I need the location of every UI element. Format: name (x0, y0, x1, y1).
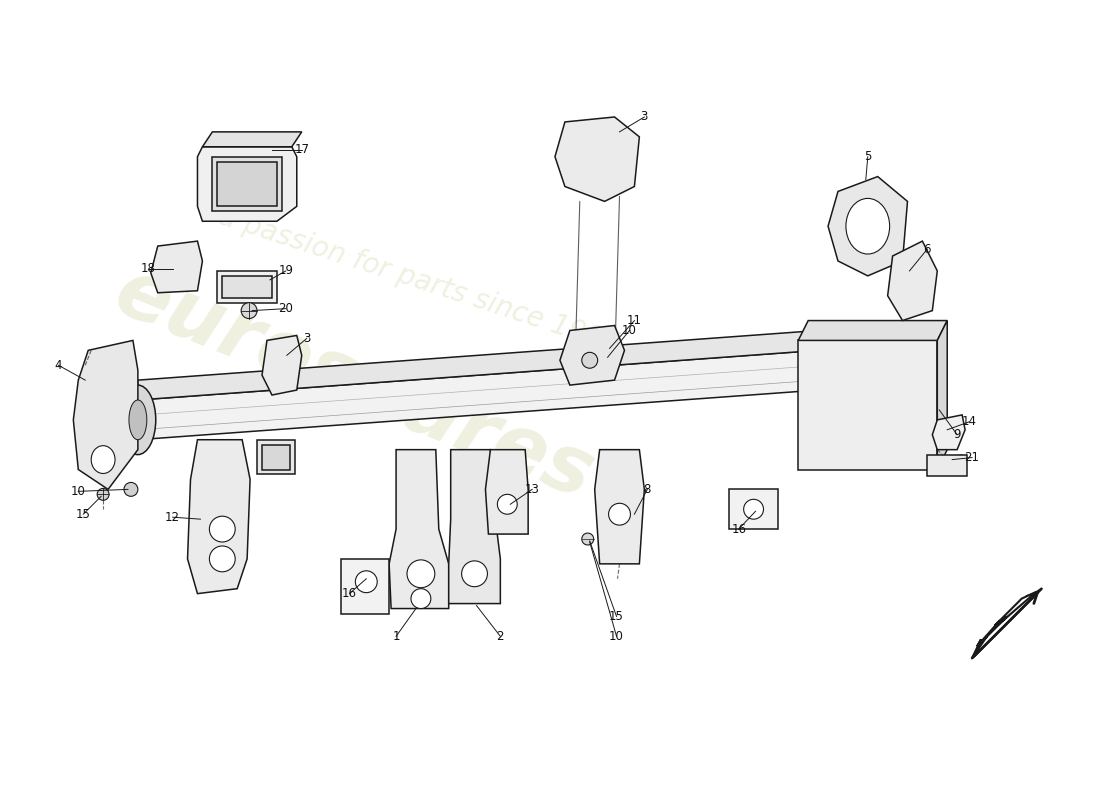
Text: 2: 2 (496, 630, 504, 643)
Text: 15: 15 (76, 508, 90, 521)
Text: 3: 3 (640, 110, 648, 123)
Polygon shape (74, 341, 138, 490)
Polygon shape (933, 415, 965, 450)
Ellipse shape (209, 546, 235, 572)
Bar (262, 445, 289, 470)
Polygon shape (888, 241, 937, 321)
Ellipse shape (411, 589, 431, 609)
Ellipse shape (744, 499, 763, 519)
Text: a passion for parts since 1985: a passion for parts since 1985 (214, 202, 623, 359)
Polygon shape (202, 132, 301, 146)
Ellipse shape (120, 385, 156, 454)
Polygon shape (972, 592, 1036, 658)
Ellipse shape (124, 482, 138, 496)
Text: 8: 8 (644, 483, 651, 496)
Ellipse shape (241, 302, 257, 318)
Polygon shape (138, 350, 818, 440)
Ellipse shape (497, 494, 517, 514)
Text: 21: 21 (965, 451, 979, 464)
Ellipse shape (846, 198, 890, 254)
Text: 3: 3 (302, 332, 310, 345)
Polygon shape (560, 326, 625, 385)
Text: 12: 12 (165, 510, 180, 524)
Text: 19: 19 (278, 265, 294, 278)
Ellipse shape (355, 571, 377, 593)
Ellipse shape (97, 488, 109, 500)
Polygon shape (389, 450, 449, 609)
Bar (728, 490, 779, 529)
Text: 11: 11 (627, 314, 642, 327)
Bar (799, 341, 937, 470)
Text: 9: 9 (954, 428, 961, 442)
Text: 16: 16 (732, 522, 746, 535)
Polygon shape (151, 241, 202, 293)
Ellipse shape (462, 561, 487, 586)
Bar (927, 454, 967, 477)
Polygon shape (187, 440, 250, 594)
Polygon shape (198, 146, 297, 222)
Polygon shape (595, 450, 645, 564)
Text: 10: 10 (621, 324, 637, 337)
Ellipse shape (91, 446, 116, 474)
Polygon shape (449, 450, 500, 603)
Text: 10: 10 (609, 630, 624, 643)
Ellipse shape (407, 560, 434, 588)
Polygon shape (138, 330, 818, 400)
Text: 15: 15 (609, 610, 624, 623)
Ellipse shape (129, 400, 146, 440)
Text: 17: 17 (294, 143, 309, 156)
Text: eurospares: eurospares (102, 253, 604, 516)
Polygon shape (485, 450, 528, 534)
Bar (218, 162, 277, 206)
Polygon shape (937, 321, 947, 470)
Text: 1: 1 (393, 630, 399, 643)
Ellipse shape (209, 516, 235, 542)
Text: 4: 4 (55, 358, 63, 372)
Ellipse shape (582, 533, 594, 545)
Text: 20: 20 (278, 302, 294, 315)
Ellipse shape (582, 352, 597, 368)
Bar (341, 559, 389, 614)
Bar (257, 440, 295, 474)
Polygon shape (262, 335, 301, 395)
Bar (218, 271, 277, 302)
Bar (212, 157, 282, 211)
Text: 10: 10 (70, 485, 86, 498)
Text: 18: 18 (141, 262, 155, 275)
Text: 6: 6 (924, 242, 931, 255)
Text: 14: 14 (961, 415, 977, 428)
Text: 16: 16 (342, 587, 356, 600)
Bar (222, 276, 272, 298)
Text: 13: 13 (525, 483, 540, 496)
Polygon shape (828, 177, 907, 276)
Ellipse shape (608, 503, 630, 525)
Text: 5: 5 (865, 150, 871, 163)
Polygon shape (799, 321, 947, 341)
Polygon shape (972, 589, 1042, 658)
Polygon shape (556, 117, 639, 202)
